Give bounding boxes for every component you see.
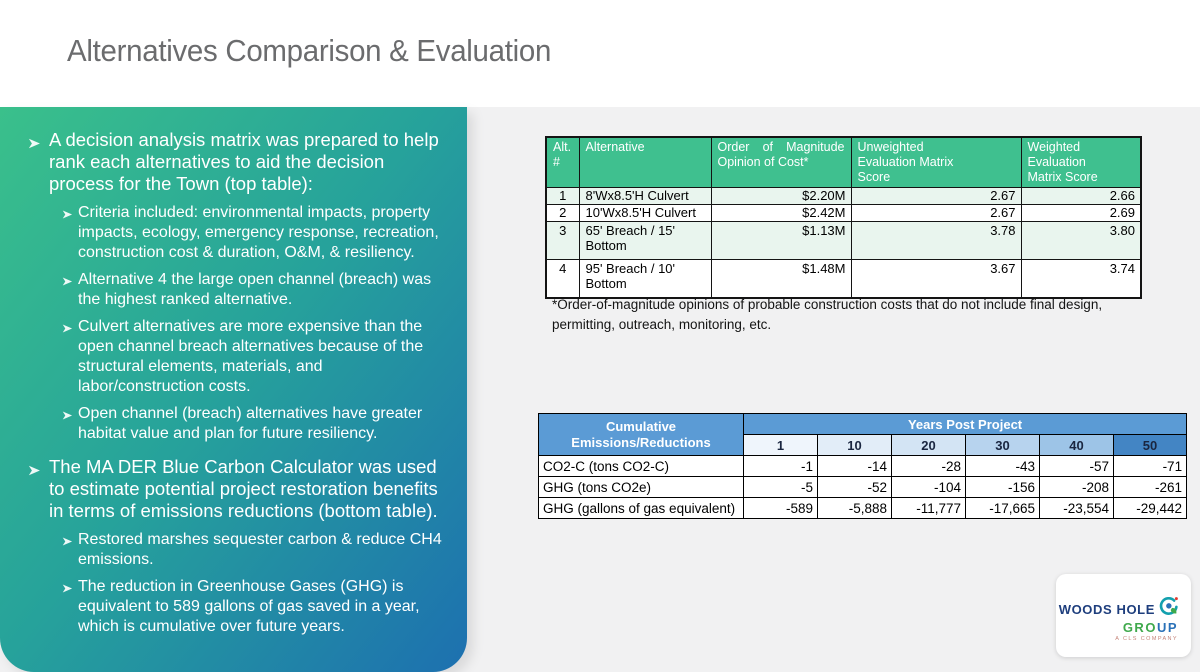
year-cell: 50 bbox=[1112, 434, 1188, 456]
table-row: 2 10'Wx8.5'H Culvert $2.42M 2.67 2.69 bbox=[545, 204, 1142, 222]
bullet-item: Alternative 4 the large open channel (br… bbox=[62, 270, 449, 310]
page-title: Alternatives Comparison & Evaluation bbox=[67, 33, 552, 68]
bullet-text: The reduction in Greenhouse Gases (GHG) … bbox=[78, 578, 420, 635]
table-row: 3 65' Breach / 15' Bottom $1.13M 3.78 3.… bbox=[545, 221, 1142, 260]
header-weighted-score: Weighted Evaluation Matrix Score bbox=[1020, 136, 1142, 188]
header-unweighted-score: Unweighted Evaluation Matrix Score bbox=[850, 136, 1022, 188]
bullet-text: Alternative 4 the large open channel (br… bbox=[78, 271, 432, 308]
arrow-bullet-icon bbox=[28, 133, 41, 155]
bullet-text: The MA DER Blue Carbon Calculator was us… bbox=[49, 456, 438, 521]
year-cell: 30 bbox=[965, 434, 1040, 456]
header-cost: Order of Magnitude Opinion of Cost* bbox=[710, 136, 852, 188]
table-header-row: Alt. # Alternative Order of Magnitude Op… bbox=[545, 136, 1142, 188]
bullet-item: Culvert alternatives are more expensive … bbox=[62, 317, 449, 397]
arrow-bullet-icon bbox=[62, 407, 73, 427]
emissions-data-row: GHG (gallons of gas equivalent) -589 -5,… bbox=[538, 497, 1188, 519]
bullet-text: Culvert alternatives are more expensive … bbox=[78, 318, 424, 395]
emissions-data-row: GHG (tons CO2e) -5 -52 -104 -156 -208 -2… bbox=[538, 476, 1188, 498]
bullet-item: Criteria included: environmental impacts… bbox=[62, 203, 449, 263]
bullet-item: Open channel (breach) alternatives have … bbox=[62, 404, 449, 444]
header-alternative: Alternative bbox=[578, 136, 712, 188]
arrow-bullet-icon bbox=[62, 580, 73, 600]
logo-tagline: A CLS COMPANY bbox=[1115, 636, 1178, 642]
alternatives-table: Alt. # Alternative Order of Magnitude Op… bbox=[545, 136, 1142, 299]
cost-footnote: *Order-of-magnitude opinions of probable… bbox=[552, 297, 1103, 333]
bullet-text: Restored marshes sequester carbon & redu… bbox=[78, 531, 442, 568]
table-row: 1 8'Wx8.5'H Culvert $2.20M 2.67 2.66 bbox=[545, 187, 1142, 205]
woods-hole-group-logo: WOODS HOLE GROUP A CLS COMPANY bbox=[1056, 574, 1191, 657]
emissions-table: Cumulative Emissions/Reductions Years Po… bbox=[538, 413, 1188, 519]
logo-wordmark: WOODS HOLE bbox=[1058, 601, 1155, 617]
logo-group-wordmark: GROUP bbox=[1122, 620, 1178, 635]
year-cell: 40 bbox=[1039, 434, 1114, 456]
arrow-bullet-icon bbox=[62, 273, 73, 293]
emissions-row-header: Cumulative Emissions/Reductions bbox=[538, 413, 744, 456]
header-alt-number: Alt. # bbox=[545, 136, 580, 188]
bullet-item: The MA DER Blue Carbon Calculator was us… bbox=[28, 456, 449, 522]
logo-icon bbox=[1158, 596, 1179, 622]
arrow-bullet-icon bbox=[28, 460, 41, 482]
emissions-data-row: CO2-C (tons CO2-C) -1 -14 -28 -43 -57 -7… bbox=[538, 455, 1188, 477]
bullet-text: Open channel (breach) alternatives have … bbox=[78, 405, 423, 442]
year-cell: 20 bbox=[891, 434, 966, 456]
arrow-bullet-icon bbox=[62, 206, 73, 226]
years-row: 1 10 20 30 40 50 bbox=[539, 434, 1188, 456]
year-cell: 10 bbox=[817, 434, 892, 456]
decision-analysis-panel: A decision analysis matrix was prepared … bbox=[0, 107, 467, 672]
bullet-item: The reduction in Greenhouse Gases (GHG) … bbox=[62, 577, 449, 637]
bullet-text: A decision analysis matrix was prepared … bbox=[49, 129, 439, 194]
bullet-item: A decision analysis matrix was prepared … bbox=[28, 129, 449, 195]
bullet-text: Criteria included: environmental impacts… bbox=[78, 204, 439, 261]
years-post-project-header: Years Post Project bbox=[742, 413, 1188, 435]
table-row: 4 95' Breach / 10' Bottom $1.48M 3.67 3.… bbox=[545, 259, 1142, 298]
bullet-item: Restored marshes sequester carbon & redu… bbox=[62, 530, 449, 570]
arrow-bullet-icon bbox=[62, 320, 73, 340]
emissions-header-row: Cumulative Emissions/Reductions Years Po… bbox=[538, 413, 1188, 456]
arrow-bullet-icon bbox=[62, 533, 73, 553]
year-cell: 1 bbox=[743, 434, 818, 456]
